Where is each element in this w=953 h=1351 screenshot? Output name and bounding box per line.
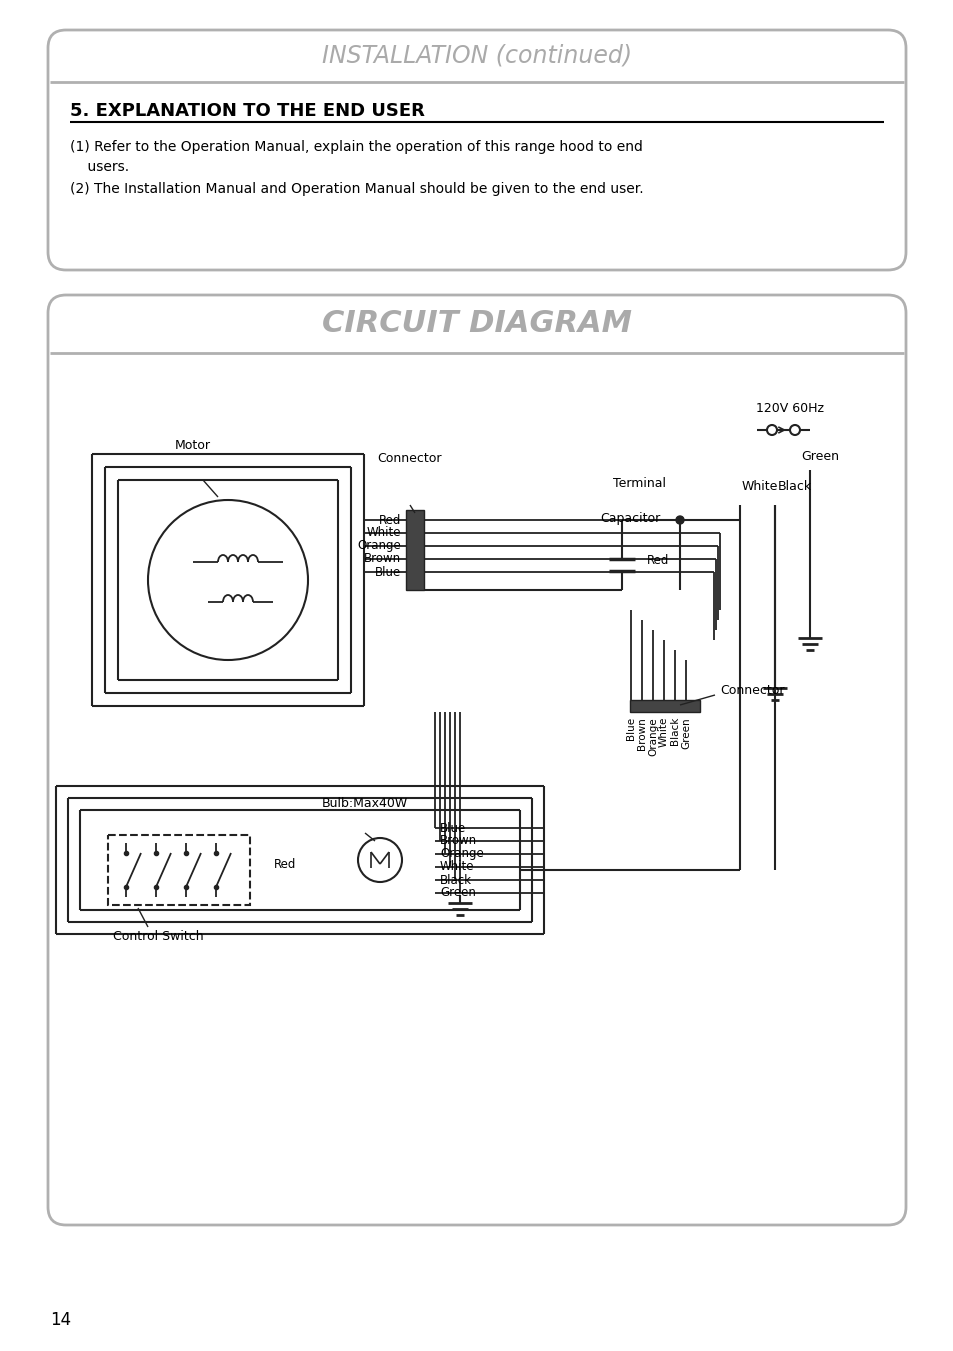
- Text: Orange: Orange: [356, 539, 400, 553]
- Text: 5. EXPLANATION TO THE END USER: 5. EXPLANATION TO THE END USER: [70, 101, 424, 120]
- Text: Orange: Orange: [439, 847, 483, 861]
- Text: Terminal: Terminal: [613, 477, 666, 490]
- Text: CIRCUIT DIAGRAM: CIRCUIT DIAGRAM: [322, 309, 631, 339]
- Text: White: White: [439, 861, 474, 874]
- Bar: [108, 835, 250, 905]
- Text: 14: 14: [50, 1310, 71, 1329]
- Text: Black: Black: [669, 717, 679, 746]
- Text: users.: users.: [70, 159, 129, 174]
- Circle shape: [676, 516, 683, 524]
- FancyBboxPatch shape: [48, 30, 905, 270]
- Text: Green: Green: [439, 886, 476, 900]
- Bar: [406, 509, 423, 590]
- Text: INSTALLATION (continued): INSTALLATION (continued): [321, 45, 632, 68]
- Text: Connector: Connector: [720, 684, 783, 697]
- Text: Capacitor: Capacitor: [599, 512, 659, 526]
- Text: Blue: Blue: [439, 821, 466, 835]
- Text: Blue: Blue: [625, 717, 636, 740]
- FancyBboxPatch shape: [48, 295, 905, 1225]
- Text: Red: Red: [646, 554, 669, 566]
- Text: Connector: Connector: [377, 453, 442, 465]
- Text: Red: Red: [378, 513, 400, 527]
- Text: Green: Green: [801, 450, 838, 463]
- Text: White: White: [659, 717, 668, 747]
- Text: Brown: Brown: [363, 553, 400, 566]
- Text: (2) The Installation Manual and Operation Manual should be given to the end user: (2) The Installation Manual and Operatio…: [70, 182, 643, 196]
- Text: Black: Black: [439, 874, 472, 886]
- Bar: [629, 700, 700, 712]
- Text: Brown: Brown: [439, 835, 476, 847]
- Text: Control Switch: Control Switch: [112, 929, 203, 943]
- Text: Red: Red: [274, 858, 295, 871]
- Text: 120V 60Hz: 120V 60Hz: [755, 403, 823, 415]
- Text: Blue: Blue: [375, 566, 400, 578]
- Text: (1) Refer to the Operation Manual, explain the operation of this range hood to e: (1) Refer to the Operation Manual, expla…: [70, 141, 642, 154]
- Text: Green: Green: [680, 717, 690, 748]
- Text: White: White: [366, 527, 400, 539]
- Text: Brown: Brown: [637, 717, 646, 750]
- Text: Bulb:Max40W: Bulb:Max40W: [321, 797, 408, 811]
- Text: Black: Black: [777, 480, 811, 493]
- Text: Orange: Orange: [647, 717, 658, 755]
- Text: Motor: Motor: [174, 439, 211, 453]
- Text: White: White: [741, 480, 778, 493]
